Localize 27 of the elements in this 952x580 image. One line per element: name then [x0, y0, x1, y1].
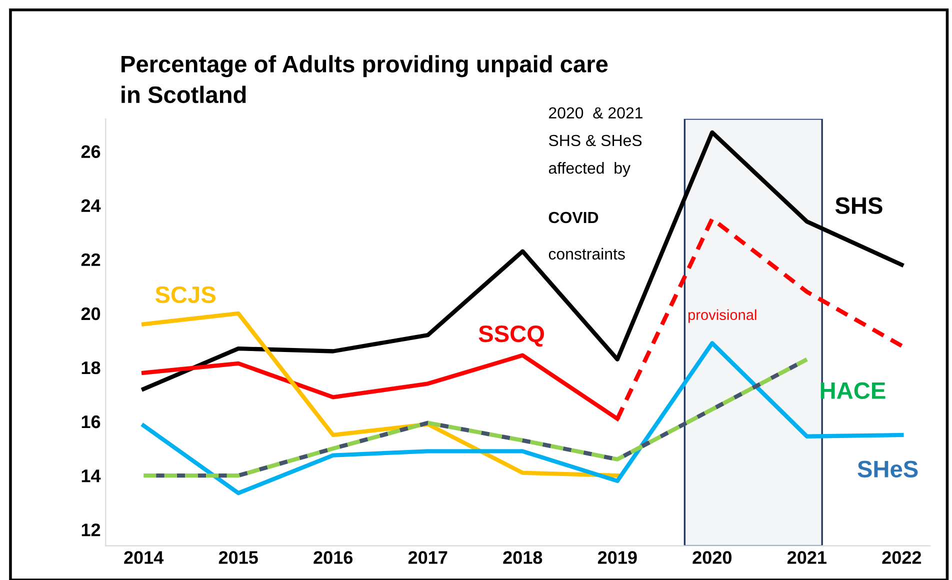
y-tick-label: 26: [81, 145, 100, 158]
x-tick-label: 2019: [598, 551, 637, 564]
y-tick-label: 22: [81, 253, 100, 266]
x-tick-label: 2015: [218, 551, 258, 564]
chart-title: Percentage of Adults providing unpaid care in Scotland: [122, 55, 608, 104]
x-tick-label: 2018: [503, 551, 542, 564]
x-tick-label: 2021: [787, 551, 826, 564]
y-tick-label: 20: [81, 307, 100, 320]
y-tick-label: 18: [82, 361, 100, 374]
series-label: SHS: [835, 197, 882, 214]
line-series: [141, 311, 620, 478]
annotation: COVID: [548, 212, 598, 224]
y-tick-label: 14: [82, 470, 101, 482]
x-tick-label: 2022: [882, 551, 922, 564]
annotation: 2020 & 2021 SHS & SHeS affected by: [548, 107, 642, 177]
y-tick-label: 24: [81, 199, 101, 212]
x-tick-label: 2020: [692, 551, 732, 564]
annotation: constraints: [548, 248, 625, 260]
series-label: SHeS: [858, 460, 918, 478]
x-tick-label: 2014: [124, 551, 164, 564]
series-label: SCJS: [155, 286, 216, 304]
y-tick-label: 12: [82, 524, 100, 536]
x-tick-label: 2017: [408, 551, 448, 564]
y-tick-label: 16: [82, 415, 100, 428]
annotation: provisional: [688, 309, 756, 323]
series-label: SSCQ: [478, 325, 544, 347]
x-tick-label: 2016: [314, 551, 353, 564]
